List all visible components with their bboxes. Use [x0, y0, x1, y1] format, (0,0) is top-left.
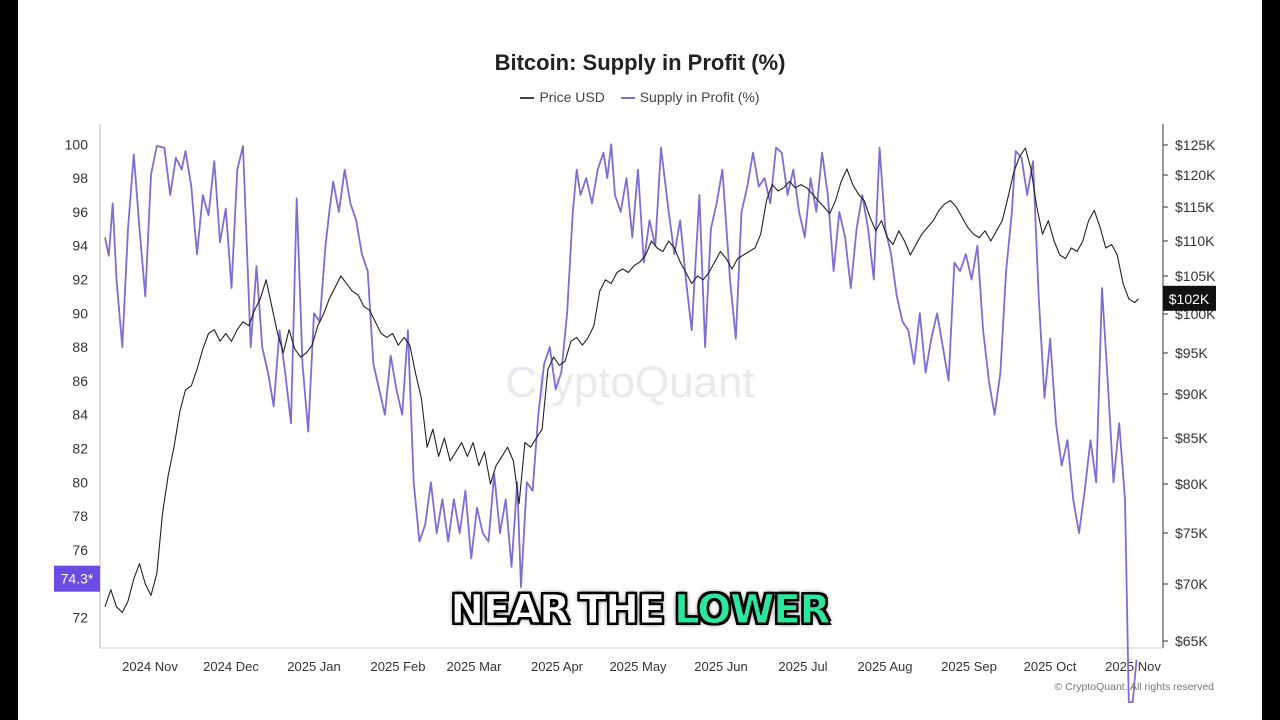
chart-title: Bitcoin: Supply in Profit (%): [494, 50, 786, 75]
legend-swatch-price: [520, 97, 535, 100]
y-right-tick-label: $85K: [1175, 430, 1208, 446]
y-left-tick-label: 86: [72, 373, 88, 389]
caption-word-3: LOWER: [674, 587, 831, 634]
y-left-tick-label: 84: [72, 407, 88, 423]
legend-swatch-supply: [620, 97, 635, 100]
y-left-tick-label: 78: [72, 508, 88, 524]
x-tick-label: 2025 Sep: [941, 659, 997, 674]
y-right-tick-label: $115K: [1175, 199, 1215, 215]
y-right-tick-label: $125K: [1175, 137, 1216, 153]
y-left-tick-label: 76: [72, 542, 88, 558]
x-tick-label: 2025 Jun: [694, 659, 748, 674]
axes-group: 72 76 78 80 82 84 86 88 90 92 94 96 98 100 $65K $70K $75…: [65, 124, 1216, 674]
y-left-tick-label: 98: [72, 170, 88, 186]
x-tick-label: 2025 Nov: [1105, 659, 1161, 674]
y-right-tick-label: $80K: [1175, 476, 1208, 492]
x-tick-label: 2025 Feb: [371, 659, 426, 674]
y-left-tick-label: 96: [72, 204, 88, 220]
current-supply-badge: [54, 565, 100, 592]
y-left-tick-label: 100: [65, 136, 89, 152]
series-line-price-usd: [104, 147, 1139, 614]
y-right-tick-label: $65K: [1175, 633, 1208, 649]
copyright-footer: © CryptoQuant. All rights reserved: [1054, 681, 1214, 693]
y-right-tick-label: $75K: [1175, 525, 1208, 541]
y-right-tick-label: $95K: [1175, 345, 1208, 361]
caption-word-2: THE: [579, 587, 666, 634]
caption-word-1: NEAR: [450, 587, 571, 634]
series-group: [104, 143, 1139, 703]
x-tick-label: 2025 May: [609, 659, 667, 674]
current-price-badge-label: $102K: [1169, 291, 1210, 307]
y-left-tick-label: 94: [72, 238, 88, 254]
chart-legend: Price USD Supply in Profit (%): [0, 89, 1280, 105]
x-tick-label: 2025 Apr: [531, 659, 584, 674]
y-right-tick-label: $120K: [1175, 167, 1216, 183]
y-left-tick-label: 92: [72, 272, 88, 288]
video-caption: NEAR THE LOWER: [0, 587, 1280, 634]
x-tick-label: 2025 Aug: [858, 659, 913, 674]
y-right-tick-label: $90K: [1175, 386, 1208, 402]
legend-label-supply: Supply in Profit (%): [639, 89, 760, 105]
y-left-tick-label: 72: [72, 610, 88, 626]
y-left-tick-label: 90: [72, 305, 88, 321]
series-line-supply-in-profit: [104, 143, 1138, 703]
x-tick-label: 2025 Jul: [778, 659, 827, 674]
y-right-tick-label: $105K: [1175, 268, 1216, 284]
badges-group: 74.3* $102K: [54, 285, 1216, 592]
y-left-tick-label: 88: [72, 339, 88, 355]
x-tick-label: 2025 Oct: [1024, 659, 1077, 674]
y-left-tick-label: 80: [72, 474, 88, 490]
x-tick-label: 2025 Jan: [287, 659, 341, 674]
chart-card: [18, 0, 1262, 720]
legend-item-price[interactable]: Price USD: [520, 89, 608, 105]
x-tick-label: 2024 Nov: [122, 659, 178, 674]
x-tick-label: 2025 Mar: [447, 659, 503, 674]
y-right-tick-label: $110K: [1175, 233, 1215, 249]
legend-label-price: Price USD: [539, 89, 605, 105]
legend-item-supply[interactable]: Supply in Profit (%): [620, 89, 760, 105]
x-tick-label: 2024 Dec: [203, 659, 259, 674]
y-right-tick-label: $70K: [1175, 576, 1208, 592]
current-price-badge: [1163, 285, 1216, 311]
current-supply-badge-label: 74.3*: [61, 571, 94, 587]
y-left-tick-label: 82: [72, 441, 88, 457]
